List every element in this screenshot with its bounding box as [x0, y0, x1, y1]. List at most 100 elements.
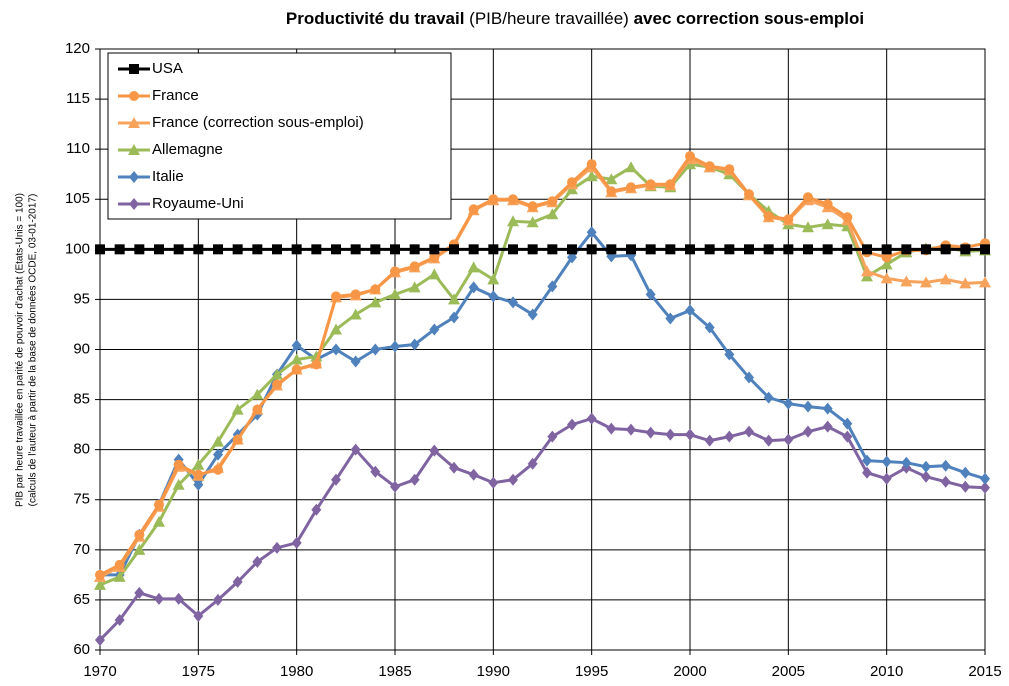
y-tick-label: 65	[73, 591, 90, 608]
marker	[585, 170, 598, 182]
marker	[133, 543, 146, 555]
marker	[980, 472, 990, 485]
marker	[940, 244, 951, 255]
y-tick-label: 95	[73, 290, 90, 307]
marker	[862, 466, 872, 479]
title-part: Productivité du travail	[286, 9, 465, 28]
marker	[979, 276, 991, 288]
marker	[626, 423, 636, 436]
marker	[704, 161, 715, 172]
marker	[154, 592, 164, 605]
marker	[724, 348, 735, 361]
marker	[213, 593, 223, 606]
marker	[272, 244, 282, 255]
marker	[880, 272, 893, 284]
marker	[606, 244, 617, 255]
marker	[193, 244, 204, 255]
marker	[724, 430, 735, 443]
marker	[586, 226, 597, 239]
marker	[665, 244, 676, 255]
marker	[822, 244, 833, 255]
x-tick-label: 1990	[477, 663, 510, 680]
marker	[488, 244, 499, 255]
marker	[331, 343, 341, 356]
marker	[862, 454, 872, 467]
marker	[429, 252, 440, 263]
marker	[291, 339, 302, 352]
marker	[685, 244, 695, 255]
marker	[586, 159, 597, 170]
y-tick-label: 100	[65, 240, 90, 257]
marker	[724, 244, 735, 255]
y-tick-label: 90	[73, 340, 90, 357]
x-tick-label: 2010	[870, 663, 903, 680]
title-part: avec correction sous-emploi	[634, 9, 865, 28]
marker	[960, 466, 971, 479]
marker	[783, 214, 794, 225]
marker	[685, 151, 695, 162]
marker	[350, 289, 361, 300]
x-tick-label: 1970	[83, 663, 116, 680]
marker	[390, 340, 400, 353]
x-tick-label: 2005	[772, 663, 805, 680]
marker	[134, 529, 145, 540]
marker	[960, 244, 971, 255]
marker	[940, 459, 951, 472]
marker	[134, 244, 145, 255]
marker	[665, 179, 676, 190]
marker	[173, 244, 184, 255]
marker	[625, 161, 637, 173]
marker	[685, 304, 695, 317]
marker	[488, 476, 499, 489]
marker	[842, 430, 853, 443]
x-tick-label: 2015	[968, 663, 1001, 680]
legend-label: Italie	[152, 168, 184, 185]
marker	[95, 244, 105, 255]
marker	[449, 244, 459, 255]
marker	[508, 296, 518, 309]
marker	[193, 478, 204, 491]
marker	[842, 212, 853, 223]
marker	[449, 461, 459, 474]
marker	[527, 244, 538, 255]
marker	[252, 555, 263, 568]
marker	[842, 244, 853, 255]
x-tick-label: 2000	[673, 663, 706, 680]
marker	[744, 371, 754, 384]
marker	[370, 343, 381, 356]
marker	[428, 268, 441, 280]
legend-label: USA	[152, 60, 183, 77]
chart-title: Productivité du travail (PIB/heure trava…	[286, 9, 864, 28]
marker	[508, 194, 518, 205]
marker	[526, 216, 539, 228]
marker	[547, 244, 558, 255]
marker	[252, 244, 263, 255]
marker	[468, 204, 479, 215]
marker	[114, 244, 125, 255]
marker	[272, 379, 282, 390]
marker	[311, 244, 322, 255]
marker	[763, 244, 774, 255]
marker	[153, 515, 165, 527]
marker	[468, 468, 479, 481]
marker	[783, 244, 794, 255]
marker	[370, 465, 381, 478]
marker	[803, 425, 813, 438]
marker	[724, 164, 735, 175]
marker	[645, 244, 656, 255]
marker	[449, 311, 459, 324]
marker	[881, 455, 892, 468]
marker	[251, 388, 264, 400]
marker	[349, 308, 362, 320]
marker	[173, 592, 184, 605]
marker	[547, 430, 558, 443]
marker	[212, 435, 224, 447]
marker	[487, 273, 500, 285]
marker	[645, 426, 656, 439]
marker	[763, 434, 774, 447]
marker	[802, 221, 814, 233]
legend-box	[107, 52, 452, 220]
marker	[900, 275, 913, 287]
marker	[154, 499, 164, 510]
marker	[213, 244, 223, 255]
